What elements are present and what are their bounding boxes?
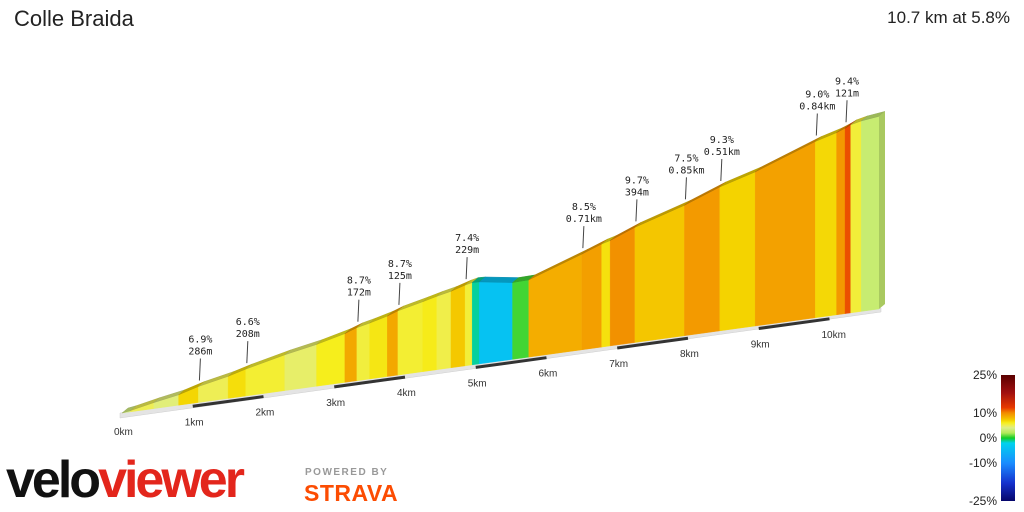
gradient-segment [844,124,851,314]
annotation-gradient: 8.7% [388,259,412,270]
color-scale-label: -25% [969,494,997,508]
distance-tick-label: 7km [609,359,628,370]
gradient-color-scale: 25% 10% 0% -10% -25% [969,368,1015,508]
logo-velo-text: velo [6,451,101,509]
gradient-segment [719,171,756,332]
gradient-segment [684,186,721,336]
gradient-segment [464,282,473,367]
gradient-segment [528,253,583,358]
annotation-length: 286m [188,347,212,358]
gradient-segment [609,227,636,347]
gradient-segment [356,322,370,381]
color-scale-label: -10% [969,456,997,470]
distance-band [475,356,547,369]
distance-band [192,395,264,408]
distance-band [758,317,830,331]
annotation-leader [845,100,848,123]
distance-tick-label: 9km [751,340,770,351]
annotation-length: 121m [835,88,859,99]
annotation-length: 394m [625,187,649,198]
gradient-segment [472,281,480,366]
color-scale-label: 25% [973,368,997,382]
annotation-gradient: 9.7% [625,175,649,186]
annotation-gradient: 6.9% [188,335,212,346]
distance-tick-label: 1km [185,417,204,428]
climb-summary: 10.7 km at 5.8% [887,8,1010,27]
gradient-segment [815,132,837,318]
gradient-segment [422,296,438,372]
annotation-gradient: 8.7% [347,276,371,287]
gradient-segment [754,141,816,327]
annotation-leader [465,257,468,280]
annotation-length: 0.85km [668,165,704,176]
color-scale-label: 10% [973,406,997,420]
powered-by-label: POWERED BY [305,467,389,478]
gradient-segment [436,291,452,370]
distance-tick-label: 5km [468,378,487,389]
gradient-segment [634,205,685,343]
annotation-leader [246,341,249,364]
gradient-segment [397,301,423,376]
gradient-segment [836,127,846,316]
gradient-segment [601,240,611,348]
color-scale-bar [1001,375,1015,501]
gradient-segment [861,116,880,312]
annotation-length: 0.84km [799,102,835,113]
annotation-leader [635,199,638,222]
profile-top-surface [121,111,886,414]
annotation-leader [684,177,687,200]
annotation-length: 172m [347,288,371,299]
annotation-gradient: 9.0% [805,90,829,101]
annotation-gradient: 7.5% [674,153,698,164]
distance-tick-label: 10km [821,330,845,341]
distance-tick-label: 0km [114,427,133,438]
annotation-leader [815,113,818,136]
distance-tick-label: 3km [326,398,345,409]
gradient-segment [850,120,862,314]
annotation-gradient: 9.3% [710,135,734,146]
distance-tick-label: 2km [255,408,274,419]
distance-tick-label: 6km [538,369,557,380]
annotation-leader [398,282,401,305]
climb-title: Colle Braida [14,6,134,31]
annotation-gradient: 6.6% [236,317,260,328]
distance-axis: 0km 1km 2km 3km 4km 5km 6km 7km 8km 9km 10km [114,317,846,438]
distance-band [334,375,406,389]
annotation-leader [198,358,201,381]
color-scale-label: 0% [980,431,998,445]
annotation-gradient: 7.4% [455,233,479,244]
distance-band [617,336,689,350]
annotation-length: 125m [388,271,412,282]
annotation-gradient: 9.4% [835,76,859,87]
strava-logo: STRAVA [304,480,399,506]
gradient-segment [369,315,388,380]
gradient-segment [512,279,529,360]
gradient-segment [387,310,399,377]
annotation-leader [357,299,360,322]
gradient-annotations: 6.9%286m6.6%208m8.7%172m8.7%125m7.4%229m… [188,76,859,381]
gradient-segments [121,116,880,414]
gradient-segment [344,327,358,383]
annotation-length: 0.51km [704,147,740,158]
profile-end-cap [879,111,885,309]
annotation-gradient: 8.5% [572,202,596,213]
annotation-leader [720,158,723,181]
segment-top-surface [478,276,520,283]
veloviewer-logo: veloviewer [6,451,245,509]
annotation-length: 229m [455,245,479,256]
logo-viewer-text: viewer [98,451,245,509]
distance-tick-label: 8km [680,349,699,360]
annotation-length: 208m [236,329,260,340]
annotation-length: 0.71km [566,214,602,225]
distance-tick-label: 4km [397,388,416,399]
annotation-leader [582,226,585,249]
gradient-segment [450,284,466,369]
gradient-segment [581,243,602,351]
gradient-segment [479,281,513,365]
